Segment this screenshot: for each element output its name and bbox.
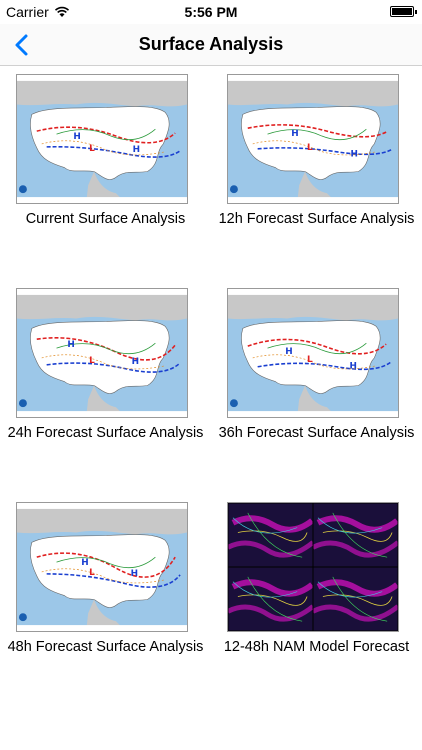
svg-text:L: L <box>89 144 95 154</box>
forecast-thumbnail[interactable]: H H L <box>16 288 188 418</box>
weather-map-image: H H L <box>17 75 187 203</box>
svg-text:H: H <box>131 569 138 579</box>
forecast-caption: 36h Forecast Surface Analysis <box>218 425 415 441</box>
forecast-thumbnail[interactable]: H H L <box>227 288 399 418</box>
status-bar: Carrier 5:56 PM <box>0 0 422 24</box>
back-chevron-icon[interactable] <box>8 30 38 60</box>
forecast-item-24h[interactable]: H H L 24h Forecast Surface Analysis <box>0 280 211 494</box>
status-time: 5:56 PM <box>184 4 238 20</box>
svg-text:H: H <box>285 347 292 357</box>
svg-text:H: H <box>350 362 357 372</box>
weather-map-image: H H L <box>17 503 187 631</box>
forecast-item-current[interactable]: H H L Current Surface Analysis <box>0 66 211 280</box>
svg-text:H: H <box>67 340 74 350</box>
svg-text:H: H <box>351 150 358 160</box>
nam-model-image <box>228 503 398 631</box>
forecast-thumbnail[interactable]: H H L <box>227 74 399 204</box>
forecast-thumbnail[interactable]: H H L <box>16 502 188 632</box>
wifi-icon <box>54 6 69 17</box>
page-title: Surface Analysis <box>138 34 284 54</box>
svg-text:L: L <box>89 356 95 366</box>
carrier-label: Carrier <box>6 4 49 20</box>
forecast-caption: 12h Forecast Surface Analysis <box>218 211 415 227</box>
forecast-thumbnail[interactable]: H H L <box>16 74 188 204</box>
status-left: Carrier <box>6 4 70 20</box>
forecast-item-36h[interactable]: H H L 36h Forecast Surface Analysis <box>211 280 422 494</box>
svg-text:H: H <box>73 132 80 142</box>
weather-map-image: H H L <box>228 289 398 417</box>
svg-text:L: L <box>89 568 95 578</box>
weather-map-image: H H L <box>228 75 398 203</box>
forecast-caption: 24h Forecast Surface Analysis <box>7 425 204 441</box>
forecast-item-12h[interactable]: H H L 12h Forecast Surface Analysis <box>211 66 422 280</box>
svg-text:H: H <box>81 558 88 568</box>
forecast-item-48h[interactable]: H H L 48h Forecast Surface Analysis <box>0 494 211 708</box>
weather-map-image: H H L <box>17 289 187 417</box>
forecast-item-nam[interactable]: 12-48h NAM Model Forecast <box>211 494 422 708</box>
battery-icon <box>390 6 417 17</box>
forecast-caption: 48h Forecast Surface Analysis <box>7 639 204 655</box>
svg-text:L: L <box>307 355 313 365</box>
forecast-caption: 12-48h NAM Model Forecast <box>223 639 410 655</box>
forecast-thumbnail[interactable] <box>227 502 399 632</box>
svg-text:H: H <box>132 357 139 367</box>
svg-text:H: H <box>133 145 140 155</box>
navigation-bar: Surface Analysis <box>0 24 422 66</box>
svg-text:H: H <box>291 129 298 139</box>
forecast-caption: Current Surface Analysis <box>25 211 186 227</box>
svg-text:L: L <box>307 143 313 153</box>
